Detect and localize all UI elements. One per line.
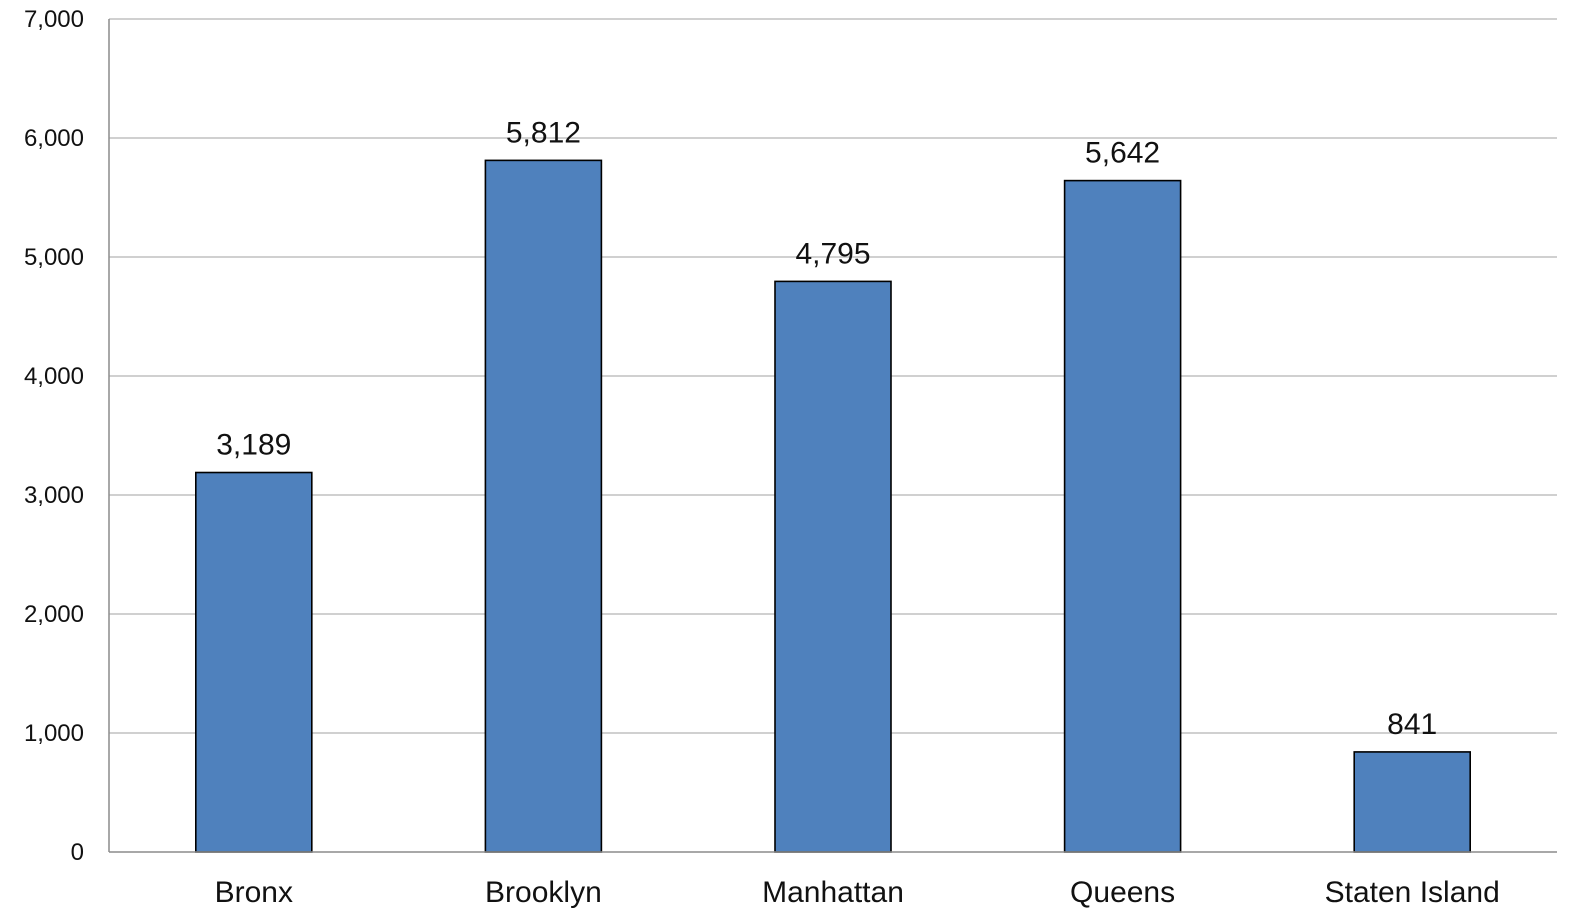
- bar-bronx: [195, 471, 313, 853]
- bar-manhattan: [774, 280, 892, 853]
- y-tick-label: 3,000: [24, 482, 84, 509]
- y-tick-label: 7,000: [24, 6, 84, 33]
- y-axis-ticks: 0 1,000 2,000 3,000 4,000 5,000 6,000 7,000: [24, 6, 84, 866]
- bar-queens: [1063, 179, 1182, 853]
- y-tick-label: 6,000: [24, 125, 84, 152]
- y-tick-label: 4,000: [24, 363, 84, 390]
- x-tick-label: Queens: [1070, 876, 1175, 909]
- x-tick-label: Bronx: [215, 876, 293, 909]
- data-labels: 3,189 5,812 4,795 5,642 841: [216, 116, 1437, 741]
- data-label: 4,795: [795, 237, 870, 270]
- x-tick-label: Brooklyn: [485, 876, 602, 909]
- x-tick-label: Manhattan: [762, 876, 904, 909]
- data-label: 3,189: [216, 429, 291, 462]
- y-tick-label: 2,000: [24, 601, 84, 628]
- data-label: 5,812: [506, 116, 581, 149]
- y-tick-label: 0: [71, 839, 84, 866]
- bar-staten-island: [1353, 751, 1471, 853]
- y-tick-label: 1,000: [24, 720, 84, 747]
- data-label: 5,642: [1085, 137, 1160, 170]
- y-tick-label: 5,000: [24, 244, 84, 271]
- x-tick-label: Staten Island: [1325, 876, 1500, 909]
- axes: [108, 19, 1557, 853]
- x-axis-ticks: Bronx Brooklyn Manhattan Queens Staten Islan…: [215, 876, 1500, 909]
- bar-brooklyn: [484, 159, 603, 853]
- data-label: 841: [1387, 708, 1437, 741]
- bars: [195, 159, 1471, 853]
